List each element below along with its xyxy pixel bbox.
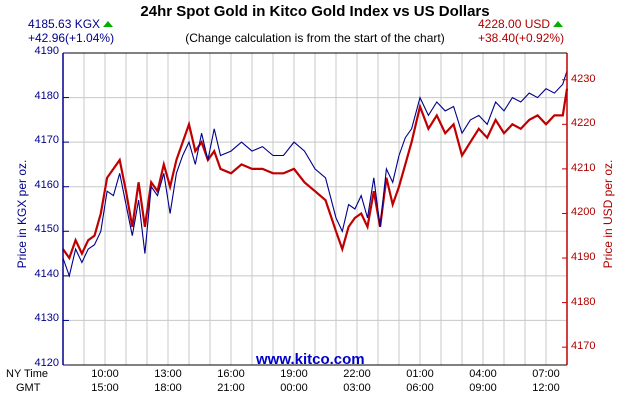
x-tick-ny: 13:00: [154, 368, 182, 380]
x-tick-gmt: 09:00: [469, 382, 497, 394]
x-tick-gmt: 00:00: [280, 382, 308, 394]
left-tick-label: 4170: [34, 134, 59, 147]
left-tick-label: 4150: [34, 223, 59, 236]
watermark[interactable]: www.kitco.com: [256, 351, 365, 368]
x-tick-ny: 16:00: [217, 368, 245, 380]
x-tick-gmt: 03:00: [343, 382, 371, 394]
right-tick-label: 4170: [571, 340, 596, 353]
right-tick-label: 4220: [571, 117, 596, 130]
left-tick-label: 4120: [34, 357, 59, 369]
left-tick-label: 4130: [34, 312, 59, 325]
left-axis-title: Price in KGX per oz.: [15, 159, 29, 269]
right-tick-label: 4180: [571, 295, 596, 308]
x-tick-gmt: 18:00: [154, 382, 182, 394]
x-tick-gmt: 06:00: [406, 382, 434, 394]
usd-series-line: [62, 88, 569, 261]
kgx-change: +42.96(+1.04%): [28, 31, 115, 45]
left-tick-label: 4160: [34, 178, 59, 191]
left-tick-label: 4190: [34, 45, 59, 57]
left-tick-label: 4180: [34, 89, 59, 102]
usd-price: 4228.00 USD: [478, 17, 564, 31]
right-tick-label: 4210: [571, 161, 596, 174]
x-tick-ny: 01:00: [406, 368, 434, 380]
usd-change: +38.40(+0.92%): [478, 31, 565, 45]
chart-title: 24hr Spot Gold in Kitco Gold Index vs US…: [140, 3, 490, 20]
right-axis-title: Price in USD per oz.: [601, 159, 615, 269]
up-triangle-icon: [103, 21, 114, 27]
kgx-series-line: [62, 70, 568, 278]
kgx-price: 4185.63 KGX: [28, 17, 114, 31]
right-tick-label: 4230: [571, 72, 596, 85]
x-tick-gmt: 15:00: [91, 382, 119, 394]
x-tick-gmt: 21:00: [217, 382, 245, 394]
up-triangle-icon: [553, 21, 564, 27]
chart-subtitle: (Change calculation is from the start of…: [185, 31, 445, 45]
kgx-price-value: 4185.63 KGX: [28, 17, 101, 31]
x-tick-ny: 19:00: [280, 368, 308, 380]
x-tick-ny: 07:00: [532, 368, 560, 380]
x-tick-ny: 04:00: [469, 368, 497, 380]
left-tick-label: 4140: [34, 267, 59, 280]
x-tick-ny: 22:00: [343, 368, 371, 380]
usd-price-value: 4228.00 USD: [478, 17, 551, 31]
right-tick-label: 4200: [571, 206, 596, 219]
right-tick-label: 4190: [571, 251, 596, 264]
x-tick-ny: 10:00: [91, 368, 119, 380]
x-axis-ny-label: NY Time: [6, 368, 48, 380]
x-tick-gmt: 12:00: [532, 382, 560, 394]
x-axis-gmt-label: GMT: [16, 382, 41, 394]
